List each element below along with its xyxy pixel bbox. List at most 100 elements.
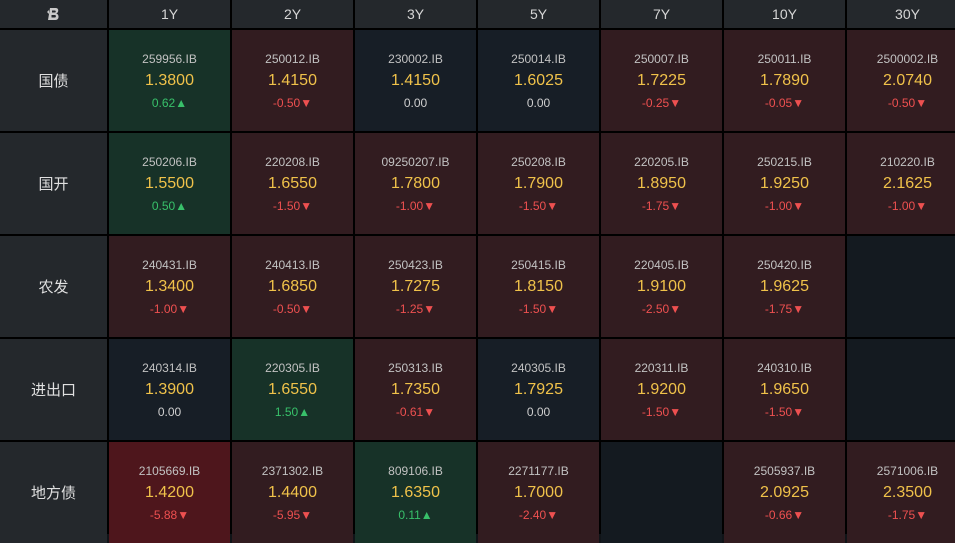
yield-cell[interactable]: 220311.IB 1.9200 -1.50▼ (601, 339, 722, 440)
yield-value: 1.7925 (514, 380, 563, 398)
yield-cell[interactable]: 259956.IB 1.3800 0.62▲ (109, 30, 230, 131)
yield-change: 0.00 (157, 404, 182, 419)
yield-cell[interactable]: 250014.IB 1.6025 0.00 (478, 30, 599, 131)
yield-value: 1.3400 (145, 277, 194, 295)
bond-code: 220405.IB (634, 257, 689, 272)
yield-cell[interactable]: 240413.IB 1.6850 -0.50▼ (232, 236, 353, 337)
yield-cell[interactable]: 230002.IB 1.4150 0.00 (355, 30, 476, 131)
yield-change: -1.25▼ (395, 301, 436, 316)
yield-cell[interactable]: 220208.IB 1.6550 -1.50▼ (232, 133, 353, 234)
bond-code: 250012.IB (265, 51, 320, 66)
yield-change: -0.66▼ (764, 507, 805, 522)
yield-cell[interactable]: 240431.IB 1.3400 -1.00▼ (109, 236, 230, 337)
yield-cell[interactable]: 2371302.IB 1.4400 -5.95▼ (232, 442, 353, 543)
yield-cell[interactable]: 2500002.IB 2.0740 -0.50▼ (847, 30, 955, 131)
yield-change: -1.50▼ (641, 404, 682, 419)
yield-cell[interactable]: 220405.IB 1.9100 -2.50▼ (601, 236, 722, 337)
yield-value: 1.4200 (145, 483, 194, 501)
yield-value: 2.0740 (883, 71, 932, 89)
bond-code: 250011.IB (757, 51, 812, 66)
yield-change: -0.05▼ (764, 95, 805, 110)
yield-value: 2.0925 (760, 483, 809, 501)
bond-code: 809106.IB (388, 463, 443, 478)
yield-cell[interactable]: 250420.IB 1.9625 -1.75▼ (724, 236, 845, 337)
yield-cell[interactable]: 240310.IB 1.9650 -1.50▼ (724, 339, 845, 440)
yield-cell[interactable]: 2505937.IB 2.0925 -0.66▼ (724, 442, 845, 543)
row-label: 进出口 (0, 339, 107, 440)
yield-value: 1.7900 (514, 174, 563, 192)
yield-change: -1.00▼ (887, 198, 928, 213)
yield-cell[interactable]: 250208.IB 1.7900 -1.50▼ (478, 133, 599, 234)
bond-code: 2105669.IB (138, 463, 201, 478)
yield-cell[interactable]: 09250207.IB 1.7800 -1.00▼ (355, 133, 476, 234)
yield-cell[interactable]: 2271177.IB 1.7000 -2.40▼ (478, 442, 599, 543)
bond-code: 240305.IB (511, 360, 566, 375)
yield-cell[interactable]: 210220.IB 2.1625 -1.00▼ (847, 133, 955, 234)
bond-code: 2500002.IB (876, 51, 939, 66)
yield-value: 2.3500 (883, 483, 932, 501)
bond-code: 250208.IB (511, 154, 566, 169)
yield-cell[interactable]: 250007.IB 1.7225 -0.25▼ (601, 30, 722, 131)
bond-code: 2271177.IB (508, 463, 569, 478)
yield-change: -0.50▼ (272, 301, 313, 316)
empty-cell (601, 442, 722, 543)
yield-change: -2.40▼ (518, 507, 559, 522)
yield-cell[interactable]: 250415.IB 1.8150 -1.50▼ (478, 236, 599, 337)
yield-cell[interactable]: 240314.IB 1.3900 0.00 (109, 339, 230, 440)
yield-value: 1.9625 (760, 277, 809, 295)
yield-change: 0.00 (526, 404, 551, 419)
yield-change: -1.75▼ (887, 507, 928, 522)
bond-code: 250415.IB (511, 257, 566, 272)
yield-cell[interactable]: 250313.IB 1.7350 -0.61▼ (355, 339, 476, 440)
bond-code: 220305.IB (265, 360, 320, 375)
yield-change: -0.50▼ (272, 95, 313, 110)
yield-cell[interactable]: 250423.IB 1.7275 -1.25▼ (355, 236, 476, 337)
yield-change: -1.50▼ (518, 301, 559, 316)
yield-cell[interactable]: 250011.IB 1.7890 -0.05▼ (724, 30, 845, 131)
yield-change: -0.25▼ (641, 95, 682, 110)
yield-change: -0.61▼ (395, 404, 436, 419)
bond-code: 2371302.IB (261, 463, 324, 478)
yield-value: 1.7800 (391, 174, 440, 192)
yield-value: 1.4150 (268, 71, 317, 89)
empty-cell (847, 339, 955, 440)
yield-cell[interactable]: 2571006.IB 2.3500 -1.75▼ (847, 442, 955, 543)
yield-value: 1.7000 (514, 483, 563, 501)
yield-cell[interactable]: 809106.IB 1.6350 0.11▲ (355, 442, 476, 543)
bond-code: 250014.IB (511, 51, 566, 66)
yield-change: 0.00 (526, 95, 551, 110)
bond-code: 220311.IB (634, 360, 689, 375)
yield-value: 1.7890 (760, 71, 809, 89)
yield-change: 0.11▲ (398, 507, 433, 522)
yield-cell[interactable]: 240305.IB 1.7925 0.00 (478, 339, 599, 440)
bond-code: 250206.IB (142, 154, 197, 169)
bond-code: 240310.IB (757, 360, 812, 375)
row-label: 国开 (0, 133, 107, 234)
yield-value: 1.6025 (514, 71, 563, 89)
column-header-1y: 1Y (109, 0, 230, 28)
yield-cell[interactable]: 250215.IB 1.9250 -1.00▼ (724, 133, 845, 234)
yield-cell[interactable]: 220205.IB 1.8950 -1.75▼ (601, 133, 722, 234)
row-label: 农发 (0, 236, 107, 337)
yield-change: 1.50▲ (274, 404, 311, 419)
yield-change: 0.00 (403, 95, 428, 110)
yield-value: 1.4150 (391, 71, 440, 89)
yield-value: 1.7275 (391, 277, 440, 295)
yield-value: 1.9250 (760, 174, 809, 192)
yield-cell[interactable]: 250012.IB 1.4150 -0.50▼ (232, 30, 353, 131)
bond-code: 240413.IB (265, 257, 320, 272)
yield-cell[interactable]: 220305.IB 1.6550 1.50▲ (232, 339, 353, 440)
yield-value: 1.8950 (637, 174, 686, 192)
bond-code: 220205.IB (634, 154, 689, 169)
yield-change: -1.75▼ (764, 301, 805, 316)
bond-code: 240431.IB (142, 257, 197, 272)
yield-cell[interactable]: 2105669.IB 1.4200 -5.88▼ (109, 442, 230, 543)
yield-value: 1.9650 (760, 380, 809, 398)
yield-change: -5.88▼ (149, 507, 190, 522)
yield-change: 0.62▲ (151, 95, 188, 110)
bond-code: 2571006.IB (876, 463, 939, 478)
empty-cell (847, 236, 955, 337)
column-header-5y: 5Y (478, 0, 599, 28)
yield-cell[interactable]: 250206.IB 1.5500 0.50▲ (109, 133, 230, 234)
bond-code: 09250207.IB (381, 154, 450, 169)
